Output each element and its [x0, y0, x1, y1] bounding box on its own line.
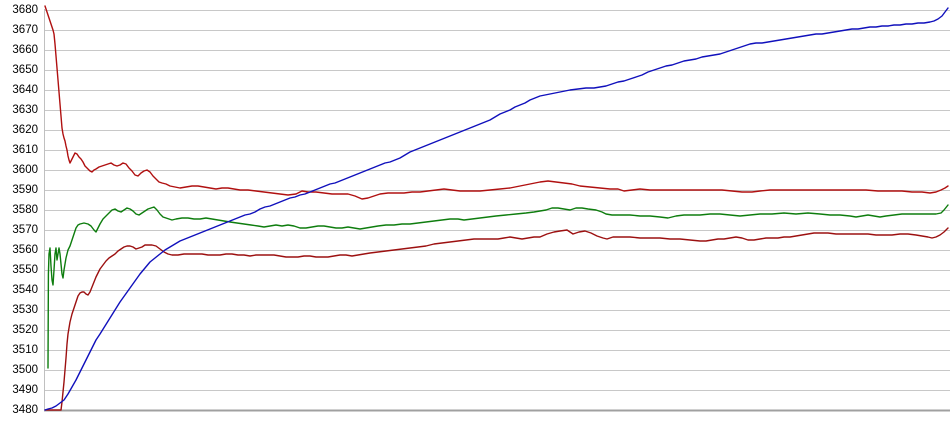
series-red-upper-line — [44, 5, 949, 200]
series-maroon-lower-line — [44, 227, 949, 411]
series-green-mid-line — [47, 204, 949, 369]
series-blue-rising-line — [44, 7, 949, 411]
